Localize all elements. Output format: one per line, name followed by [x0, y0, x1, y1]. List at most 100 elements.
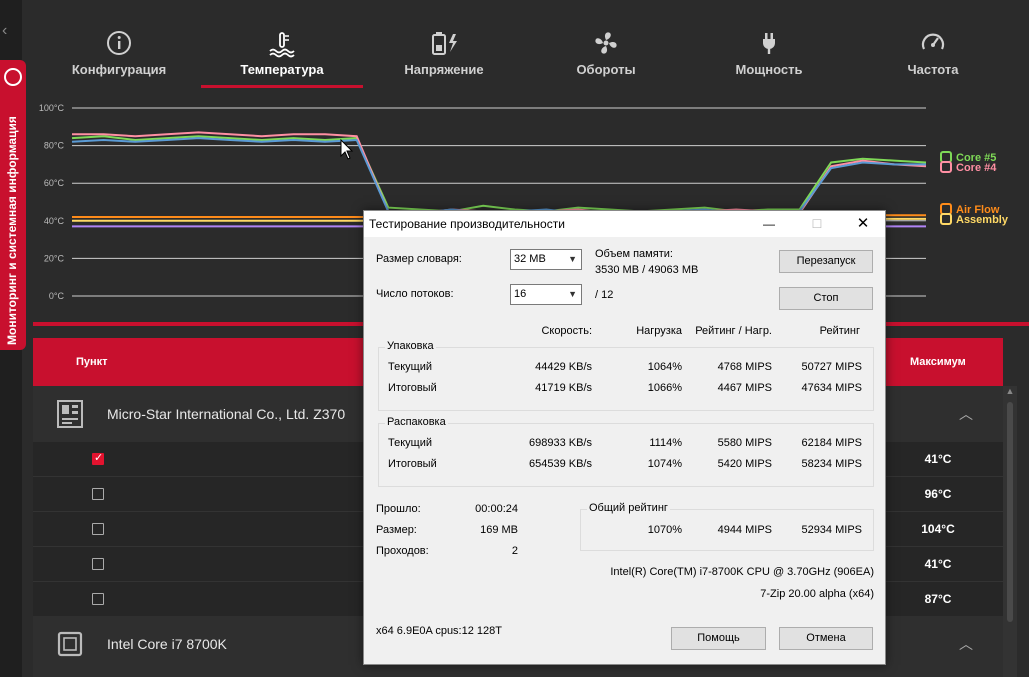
row-max-value: 41°C: [924, 557, 952, 571]
y-tick-label: 100°C: [39, 103, 65, 113]
column-item: Пункт: [76, 356, 108, 368]
size-label: Размер:: [376, 524, 417, 536]
threads-select[interactable]: 16 ▼: [510, 284, 582, 305]
thermometer-icon: [201, 30, 363, 58]
chevron-up-icon[interactable]: ︿: [959, 406, 973, 422]
cpu-info: Intel(R) Core(TM) i7-8700K CPU @ 3.70GHz…: [610, 566, 874, 578]
pack-total-load: 1066%: [647, 382, 682, 394]
col-load: Нагрузка: [636, 325, 682, 337]
unpack-total-rating: 58234 MIPS: [801, 458, 862, 470]
motherboard-icon: [57, 400, 83, 428]
row-checkbox[interactable]: [92, 558, 104, 570]
legend-swatch: [940, 213, 952, 225]
legend-swatch: [940, 203, 952, 215]
cancel-button[interactable]: Отмена: [779, 627, 873, 650]
plug-icon: [714, 30, 824, 58]
y-tick-label: 60°C: [44, 178, 65, 188]
restart-button[interactable]: Перезапуск: [779, 250, 873, 273]
row-checkbox[interactable]: [92, 523, 104, 535]
total-rating-group: Общий рейтинг: [580, 502, 874, 551]
series-line: [71, 137, 926, 215]
memory-label: Объем памяти:: [595, 248, 673, 260]
col-rating: Рейтинг: [819, 325, 860, 337]
col-speed: Скорость:: [541, 325, 592, 337]
passes-label: Проходов:: [376, 545, 429, 557]
pack-current-load: 1064%: [647, 361, 682, 373]
row-checkbox[interactable]: [92, 488, 104, 500]
unpack-title: Распаковка: [385, 416, 448, 428]
chevron-down-icon: ▼: [568, 289, 577, 299]
gauge-icon: [4, 68, 22, 86]
unpack-current-label: Текущий: [388, 437, 432, 449]
y-tick-label: 40°C: [44, 216, 65, 226]
unpack-group: Распаковка: [378, 416, 874, 487]
row-checkbox[interactable]: [92, 593, 104, 605]
unpack-total-label: Итоговый: [388, 458, 437, 470]
y-tick-label: 80°C: [44, 141, 65, 151]
legend-swatch: [940, 161, 952, 173]
tab-frequency[interactable]: Частота: [878, 30, 988, 86]
tab-power[interactable]: Мощность: [714, 30, 824, 86]
pack-current-rating: 50727 MIPS: [801, 361, 862, 373]
threads-label: Число потоков:: [376, 288, 454, 300]
row-checkbox[interactable]: [92, 451, 104, 465]
unpack-total-load: 1074%: [647, 458, 682, 470]
dialog-title: Тестирование производительности: [369, 217, 565, 231]
close-icon[interactable]: ✕: [856, 215, 870, 232]
pack-current-label: Текущий: [388, 361, 432, 373]
pack-current-rl: 4768 MIPS: [717, 361, 772, 373]
row-max-value: 104°C: [921, 522, 955, 536]
column-max: Максимум: [910, 356, 966, 368]
row-max-value: 96°C: [924, 487, 952, 501]
scrollbar-thumb[interactable]: [1007, 402, 1013, 622]
info-icon: [64, 30, 174, 58]
battery-bolt-icon: [389, 30, 499, 58]
total-rating-title: Общий рейтинг: [587, 502, 670, 514]
y-tick-label: 0°C: [49, 291, 65, 301]
pack-total-rl: 4467 MIPS: [717, 382, 772, 394]
dict-size-select[interactable]: 32 MB ▼: [510, 249, 582, 270]
chevron-left-icon[interactable]: ‹: [2, 22, 8, 39]
tab-configuration[interactable]: Конфигурация: [64, 30, 174, 86]
threads-total: / 12: [595, 289, 614, 301]
group-title: Intel Core i7 8700K: [107, 636, 227, 652]
help-button[interactable]: Помощь: [671, 627, 766, 650]
scroll-up-icon[interactable]: ▲: [1005, 386, 1015, 396]
legend-swatch: [940, 151, 952, 163]
series-line: [71, 135, 927, 213]
side-tab-label: Мониторинг и системная информация: [5, 116, 19, 345]
passes-value: 2: [511, 545, 518, 557]
tab-temperature[interactable]: Температура: [201, 30, 363, 88]
maximize-icon: ☐: [811, 217, 823, 231]
series-line: [72, 131, 927, 215]
pack-current-speed: 44429 KB/s: [535, 361, 592, 373]
minimize-icon[interactable]: —: [763, 217, 775, 231]
group-title: Micro-Star International Co., Ltd. Z370: [107, 406, 346, 422]
pack-total-speed: 41719 KB/s: [535, 382, 592, 394]
cpu-icon: [57, 630, 83, 658]
pack-group: Упаковка: [378, 340, 874, 411]
arch-info: x64 6.9E0A cpus:12 128T: [376, 625, 502, 637]
total-load: 1070%: [647, 524, 682, 536]
tab-fan-speed[interactable]: Обороты: [551, 30, 661, 86]
size-value: 169 MB: [480, 524, 518, 536]
chevron-up-icon[interactable]: ︿: [959, 636, 973, 652]
mouse-cursor-icon: [340, 138, 354, 160]
pack-total-label: Итоговый: [388, 382, 437, 394]
fan-icon: [551, 30, 661, 58]
unpack-current-speed: 698933 KB/s: [529, 437, 592, 449]
unpack-current-rating: 62184 MIPS: [801, 437, 862, 449]
total-rl: 4944 MIPS: [717, 524, 772, 536]
col-rating-load: Рейтинг / Нагр.: [695, 325, 772, 337]
legend-label: Core #5: [956, 152, 996, 164]
tab-voltage[interactable]: Напряжение: [389, 30, 499, 86]
pack-title: Упаковка: [385, 340, 436, 352]
unpack-total-speed: 654539 KB/s: [529, 458, 592, 470]
gauge-icon: [878, 30, 988, 58]
stop-button[interactable]: Стоп: [779, 287, 873, 310]
row-max-value: 41°C: [924, 452, 952, 466]
dialog-titlebar[interactable]: Тестирование производительности — ☐ ✕: [364, 211, 885, 237]
row-max-value: 87°C: [924, 592, 952, 606]
side-tab-monitoring[interactable]: [0, 60, 26, 350]
unpack-total-rl: 5420 MIPS: [717, 458, 772, 470]
